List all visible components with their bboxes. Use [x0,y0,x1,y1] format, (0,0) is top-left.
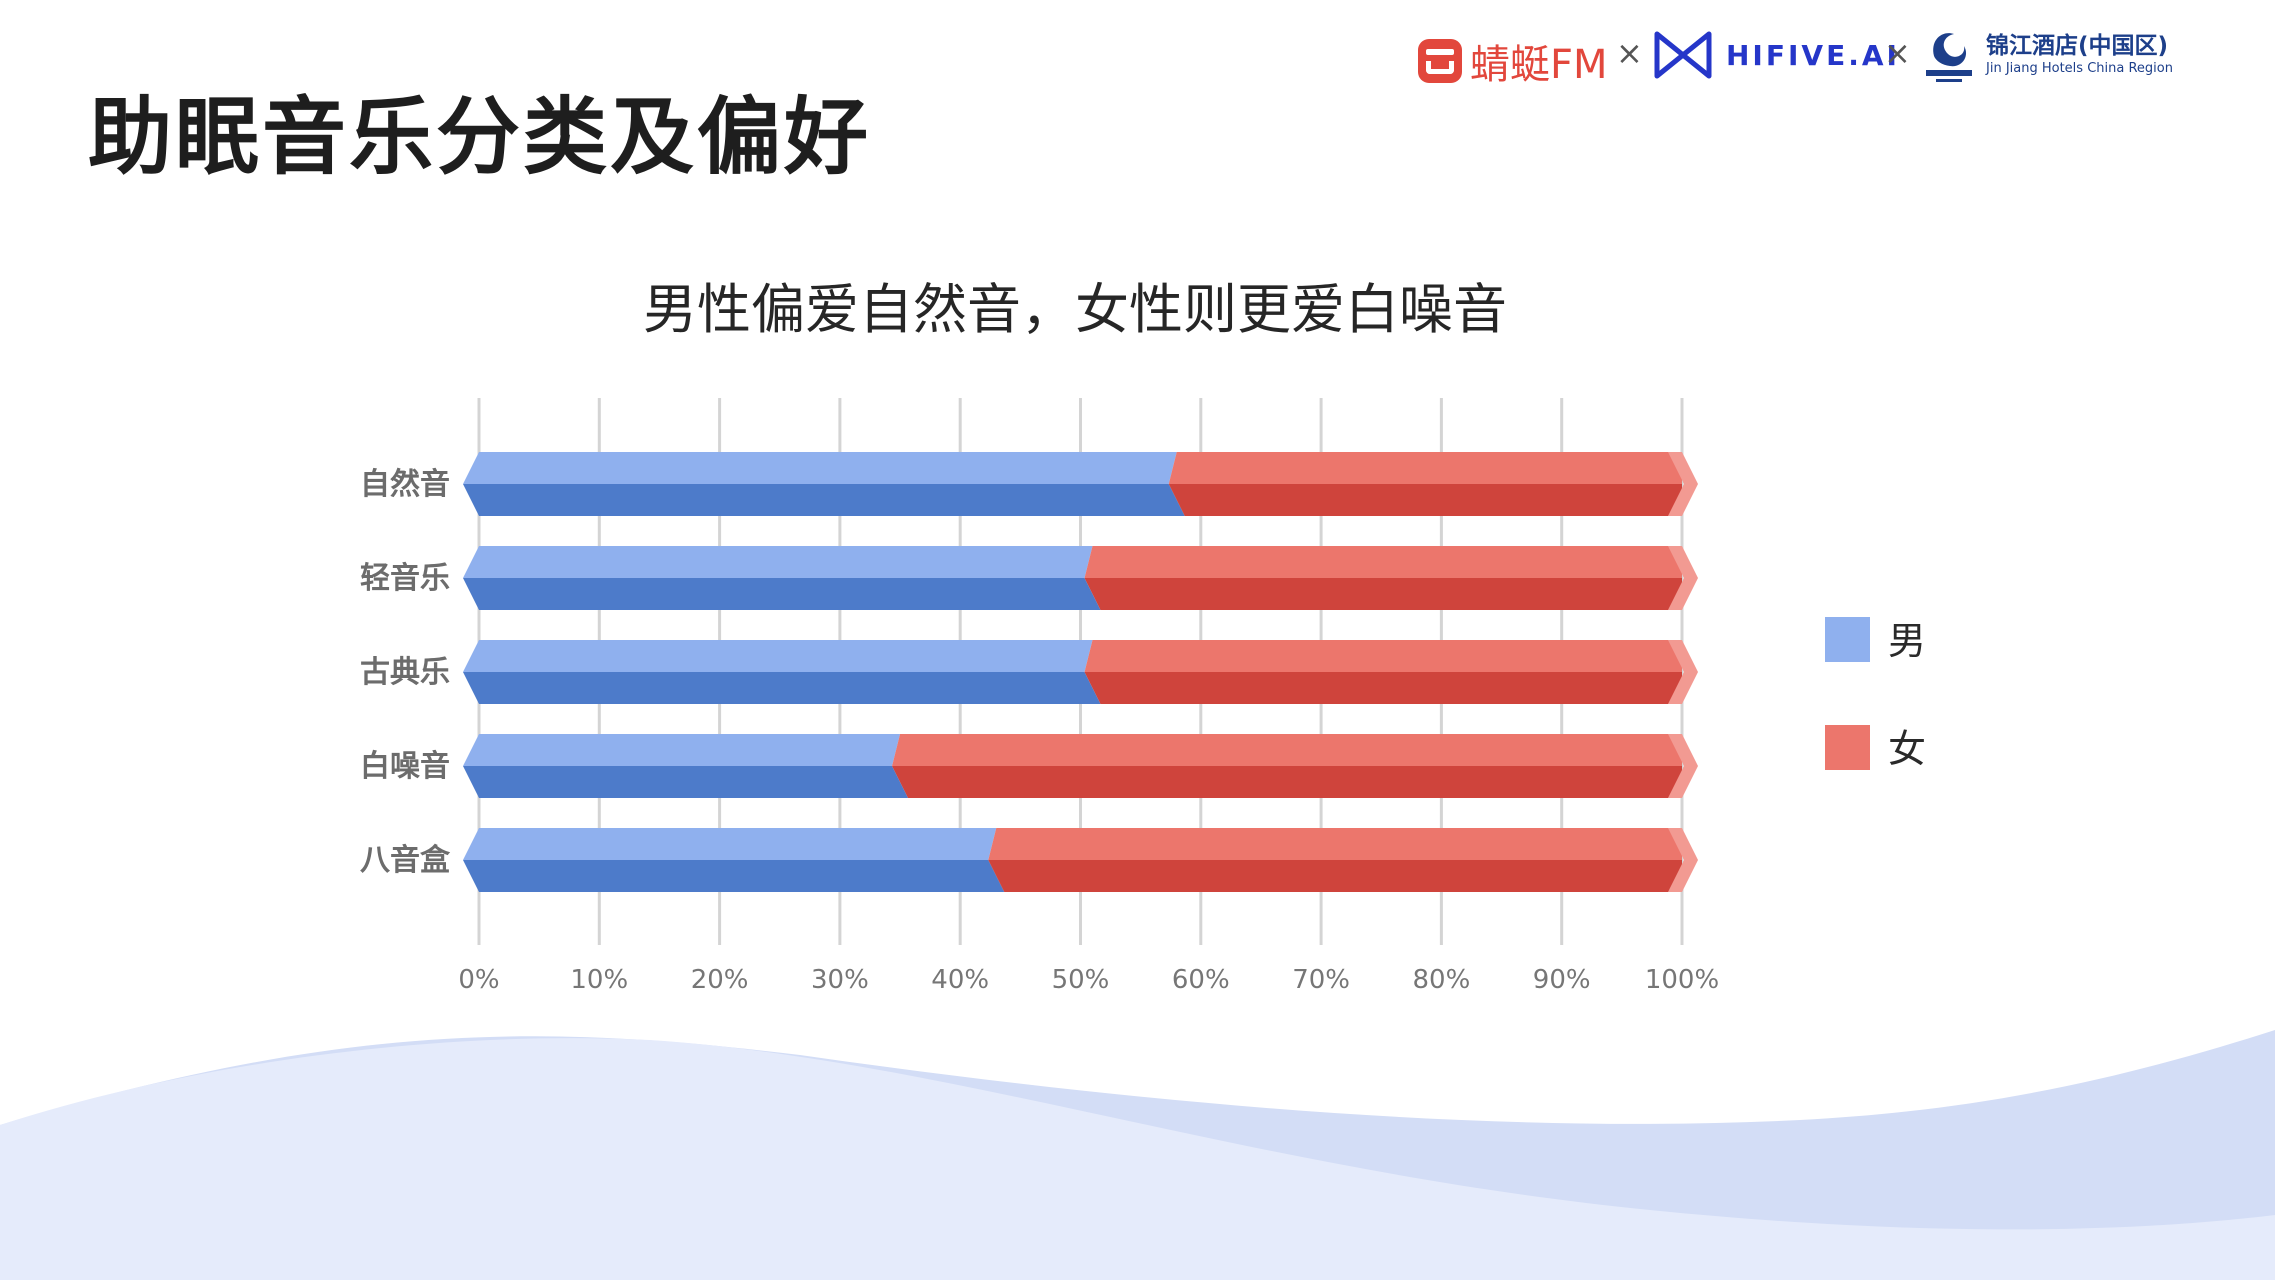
x-tick-labels: 0% 10% 20% 30% 40% 50% 60% 70% 80% 90% 100% [458,965,1719,995]
x-tick-label: 50% [1052,965,1110,995]
bar-male-bottom [463,484,1185,516]
bar-male-bottom [463,766,909,798]
bar-row [463,828,1698,892]
x-tick-label: 40% [931,965,989,995]
bar-row [463,452,1698,516]
bar-female-bottom [1084,578,1682,610]
x-tick-label: 90% [1533,965,1591,995]
bar-row [463,640,1698,704]
category-label: 轻音乐 [360,561,450,596]
bar-female-bottom [1084,672,1682,704]
bar-end-cap [1668,546,1698,610]
bar-row [463,546,1698,610]
category-label: 古典乐 [360,655,450,690]
qingting-fm-text: 蜻蜓FM [1470,42,1608,88]
legend-label: 男 [1888,619,1926,663]
x-tick-label: 70% [1292,965,1350,995]
jinjiang-logo: 锦江酒店(中国区) Jin Jiang Hotels China Region [1920,26,2173,86]
qingting-fm-logo: 蜻蜓FM [1418,32,1608,90]
radio-icon [1418,39,1462,83]
legend-swatch [1825,725,1870,770]
x-tick-label: 10% [570,965,628,995]
bar-male-top [463,546,1093,578]
jinjiang-name-en: Jin Jiang Hotels China Region [1986,61,2173,76]
legend-swatch [1825,617,1870,662]
legend-label: 女 [1888,727,1926,771]
hifive-logo: HIFIVE.AI [1654,30,1900,80]
x-tick-label: 80% [1413,965,1471,995]
partner-logos: 蜻蜓FM × HIFIVE.AI × 锦江酒店(中国区) Jin Jiang H… [1418,26,2198,96]
bar-male-top [463,828,997,860]
bar-end-cap [1668,734,1698,798]
category-label: 自然音 [360,467,450,502]
bar-end-cap [1668,828,1698,892]
bar-male-top [463,640,1093,672]
bar-female-top [1084,640,1682,672]
bar-female-bottom [1168,484,1682,516]
bars [463,452,1698,892]
hifive-text: HIFIVE.AI [1726,38,1900,72]
hifive-bowtie-icon [1654,31,1712,79]
times-icon: × [1616,34,1643,72]
x-tick-label: 100% [1645,965,1719,995]
bar-male-bottom [463,578,1101,610]
bar-end-cap [1668,640,1698,704]
page-title: 助眠音乐分类及偏好 [88,88,872,186]
jinjiang-name-cn: 锦江酒店(中国区) [1986,33,2169,59]
x-tick-label: 30% [811,965,869,995]
x-tick-label: 60% [1172,965,1230,995]
x-tick-label: 20% [691,965,749,995]
bar-row [463,734,1698,798]
bar-female-top [1168,452,1682,484]
bar-female-top [988,828,1682,860]
legend: 男女 [1825,617,1926,771]
bar-female-top [1084,546,1682,578]
jinjiang-emblem-icon [1926,33,1972,82]
chart-title: 男性偏爱自然音，女性则更爱白噪音 [643,278,1507,341]
bar-male-bottom [463,860,1005,892]
category-label: 八音盒 [360,843,451,878]
bar-female-bottom [892,766,1682,798]
bar-female-bottom [988,860,1682,892]
x-tick-label: 0% [458,965,499,995]
bar-female-top [892,734,1682,766]
bar-male-bottom [463,672,1101,704]
wave-front [0,1038,2275,1280]
bar-end-cap [1668,452,1698,516]
times-icon-2: × [1884,34,1911,72]
bar-male-top [463,734,901,766]
category-label: 白噪音 [360,749,450,784]
bar-male-top [463,452,1177,484]
